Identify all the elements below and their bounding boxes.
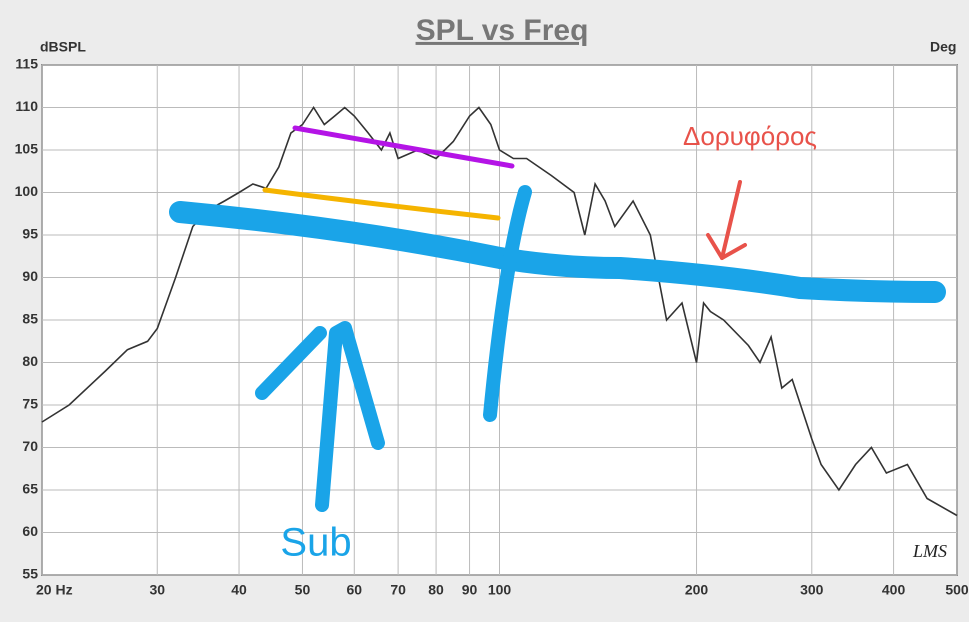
y2-axis-label: Deg: [930, 39, 956, 55]
y-tick-label: 90: [22, 268, 38, 284]
x-tick-label: 20 Hz: [36, 582, 73, 598]
x-tick-label: 60: [347, 582, 363, 598]
marker-line: [169, 201, 946, 303]
x-tick-label: 90: [462, 582, 478, 598]
annotation: Sub: [280, 521, 351, 565]
arrow: [255, 321, 385, 512]
x-tick-label: 400: [882, 582, 906, 598]
x-tick-label: 50: [295, 582, 311, 598]
series-line: [41, 106, 958, 517]
x-tick-label: 500: [945, 582, 969, 598]
annotation: LMS: [912, 541, 947, 561]
x-tick-label: 100: [488, 582, 512, 598]
arrow: [706, 180, 747, 260]
y-axis-label: dBSPL: [40, 39, 86, 55]
y-tick-label: 100: [15, 183, 39, 199]
x-tick-label: 70: [390, 582, 406, 598]
x-tick-label: 300: [800, 582, 824, 598]
y-tick-label: 105: [15, 141, 39, 157]
x-tick-label: 40: [231, 582, 247, 598]
y-tick-label: 85: [22, 311, 38, 327]
y-tick-label: 115: [15, 56, 38, 72]
marker-line: [483, 185, 532, 422]
y-tick-label: 70: [22, 438, 38, 454]
marker-line: [262, 187, 501, 221]
y-tick-label: 60: [22, 523, 38, 539]
y-tick-label: 80: [22, 353, 38, 369]
annotations: [169, 125, 946, 512]
x-tick-label: 30: [149, 582, 165, 598]
x-tick-label: 200: [685, 582, 709, 598]
y-tick-label: 65: [22, 481, 38, 497]
y-tick-label: 95: [22, 226, 38, 242]
annotation: Δορυφόρος: [683, 121, 817, 151]
marker-line: [292, 125, 515, 169]
chart-title: SPL vs Freq: [416, 14, 589, 47]
y-tick-label: 110: [15, 98, 38, 114]
y-tick-label: 75: [22, 396, 38, 412]
y-tick-label: 55: [22, 566, 38, 582]
x-tick-label: 80: [428, 582, 444, 598]
